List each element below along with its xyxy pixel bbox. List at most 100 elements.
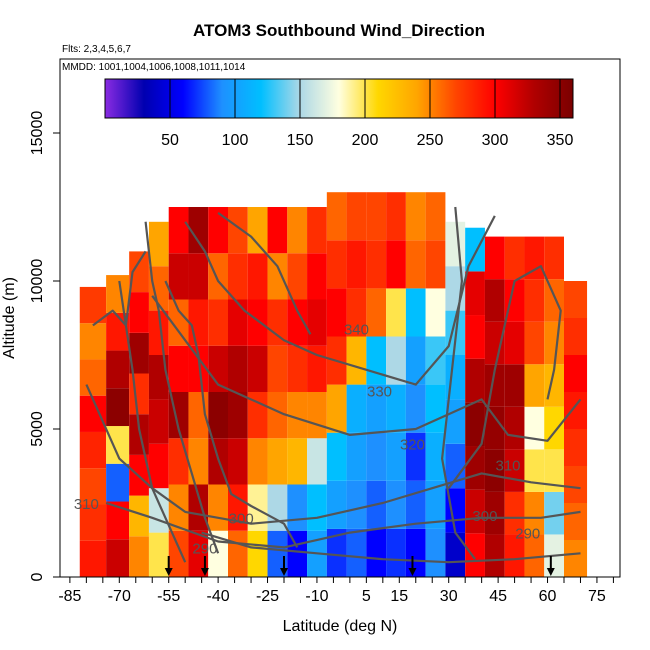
heat-cell [129,251,149,293]
heat-cell [484,236,505,280]
heat-cell [405,480,426,529]
heat-cell [79,323,107,360]
heat-cell [326,288,347,337]
heat-cell [366,288,387,337]
heat-cell [504,406,525,450]
contour-line [184,215,496,386]
colorbar-tick-label: 200 [352,132,379,149]
heat-cell [386,192,406,241]
heat-cell [405,432,426,481]
contour-label: 330 [367,383,392,400]
heat-cell [504,279,525,322]
heat-cell [346,336,367,385]
heat-cell [564,503,588,540]
flight-arrow-layer [164,556,555,576]
heat-cell [564,392,588,429]
y-tick-label: 5000 [29,411,46,447]
heat-cell [228,207,248,254]
heat-cell [267,207,288,254]
heat-cell [544,321,564,365]
heat-cell [564,429,588,466]
heat-cell [208,392,228,439]
heat-cell [247,207,268,254]
heat-cell [188,299,209,346]
x-tick-label: -25 [256,588,279,605]
heat-cell [208,345,228,392]
heat-cell [504,491,525,535]
contour-line [92,250,147,327]
contour-label: 300 [229,511,254,528]
x-axis-label: Latitude (deg N) [283,618,398,635]
heat-cell [267,253,288,300]
heat-cell [228,299,248,346]
contour-label: 290 [515,526,540,543]
heat-cell [307,299,327,346]
heat-cell [425,384,446,433]
heat-cell [524,449,545,492]
heat-cell [106,426,130,464]
chart-title: ATOM3 Southbound Wind_Direction [193,21,485,40]
heat-cell [129,292,149,333]
heat-cell [484,279,505,322]
heat-cell [79,431,107,469]
heat-cell [484,406,505,450]
heat-cell [544,449,564,492]
heat-cell [287,253,308,300]
heat-cell [79,359,107,396]
heat-cell [188,207,209,254]
heat-cell [148,310,169,355]
heat-cell [564,355,588,392]
x-tick-label: 5 [362,588,371,605]
contour-label: 320 [400,437,425,454]
heat-cell [425,192,446,241]
contour-label: 340 [344,321,369,338]
heat-cell [405,192,426,241]
heat-cell [544,491,564,535]
heat-cell [287,345,308,392]
heat-cell [504,321,525,365]
flight-arrow-head [164,568,173,576]
heat-cell [106,539,130,577]
heat-cell [465,446,485,490]
colorbar [104,78,574,119]
heat-cell [386,288,406,337]
heat-cell [405,240,426,289]
contour-line [441,206,476,560]
heat-cell [465,402,485,447]
heat-cell [79,504,107,541]
heat-cell [106,463,130,502]
flight-arrow-head [546,568,555,576]
heat-cell [524,321,545,365]
heat-cell [148,399,169,444]
contour-line [164,280,299,548]
x-tick-label: 15 [390,588,408,605]
heat-cell [445,221,466,267]
heat-cell [346,192,367,241]
heat-cell [106,350,130,389]
heat-cell [386,240,406,289]
heat-cell [465,315,485,359]
contour-line [151,295,582,442]
heat-cell [79,540,107,577]
heat-cell [188,253,209,300]
heat-cell [168,299,189,346]
x-tick-label: 60 [539,588,557,605]
heat-cell [425,432,446,481]
heat-cell [524,491,545,535]
heat-cell [484,534,505,577]
heat-cell [307,484,327,531]
contour-line [144,221,220,554]
heat-cell [405,288,426,337]
heat-cell [188,484,209,531]
y-tick-label: 0 [29,572,46,581]
heat-cell [465,489,485,534]
flight-arrow-head [200,568,209,576]
heat-cell [445,443,466,489]
x-tick-label: 30 [440,588,458,605]
flight-arrow-head [408,568,417,576]
heat-cell [129,495,149,537]
contour-layer: 340 330 320 310 300 290 290 300 310 [74,206,582,564]
heat-cell [148,221,169,267]
heat-cell [564,281,588,318]
